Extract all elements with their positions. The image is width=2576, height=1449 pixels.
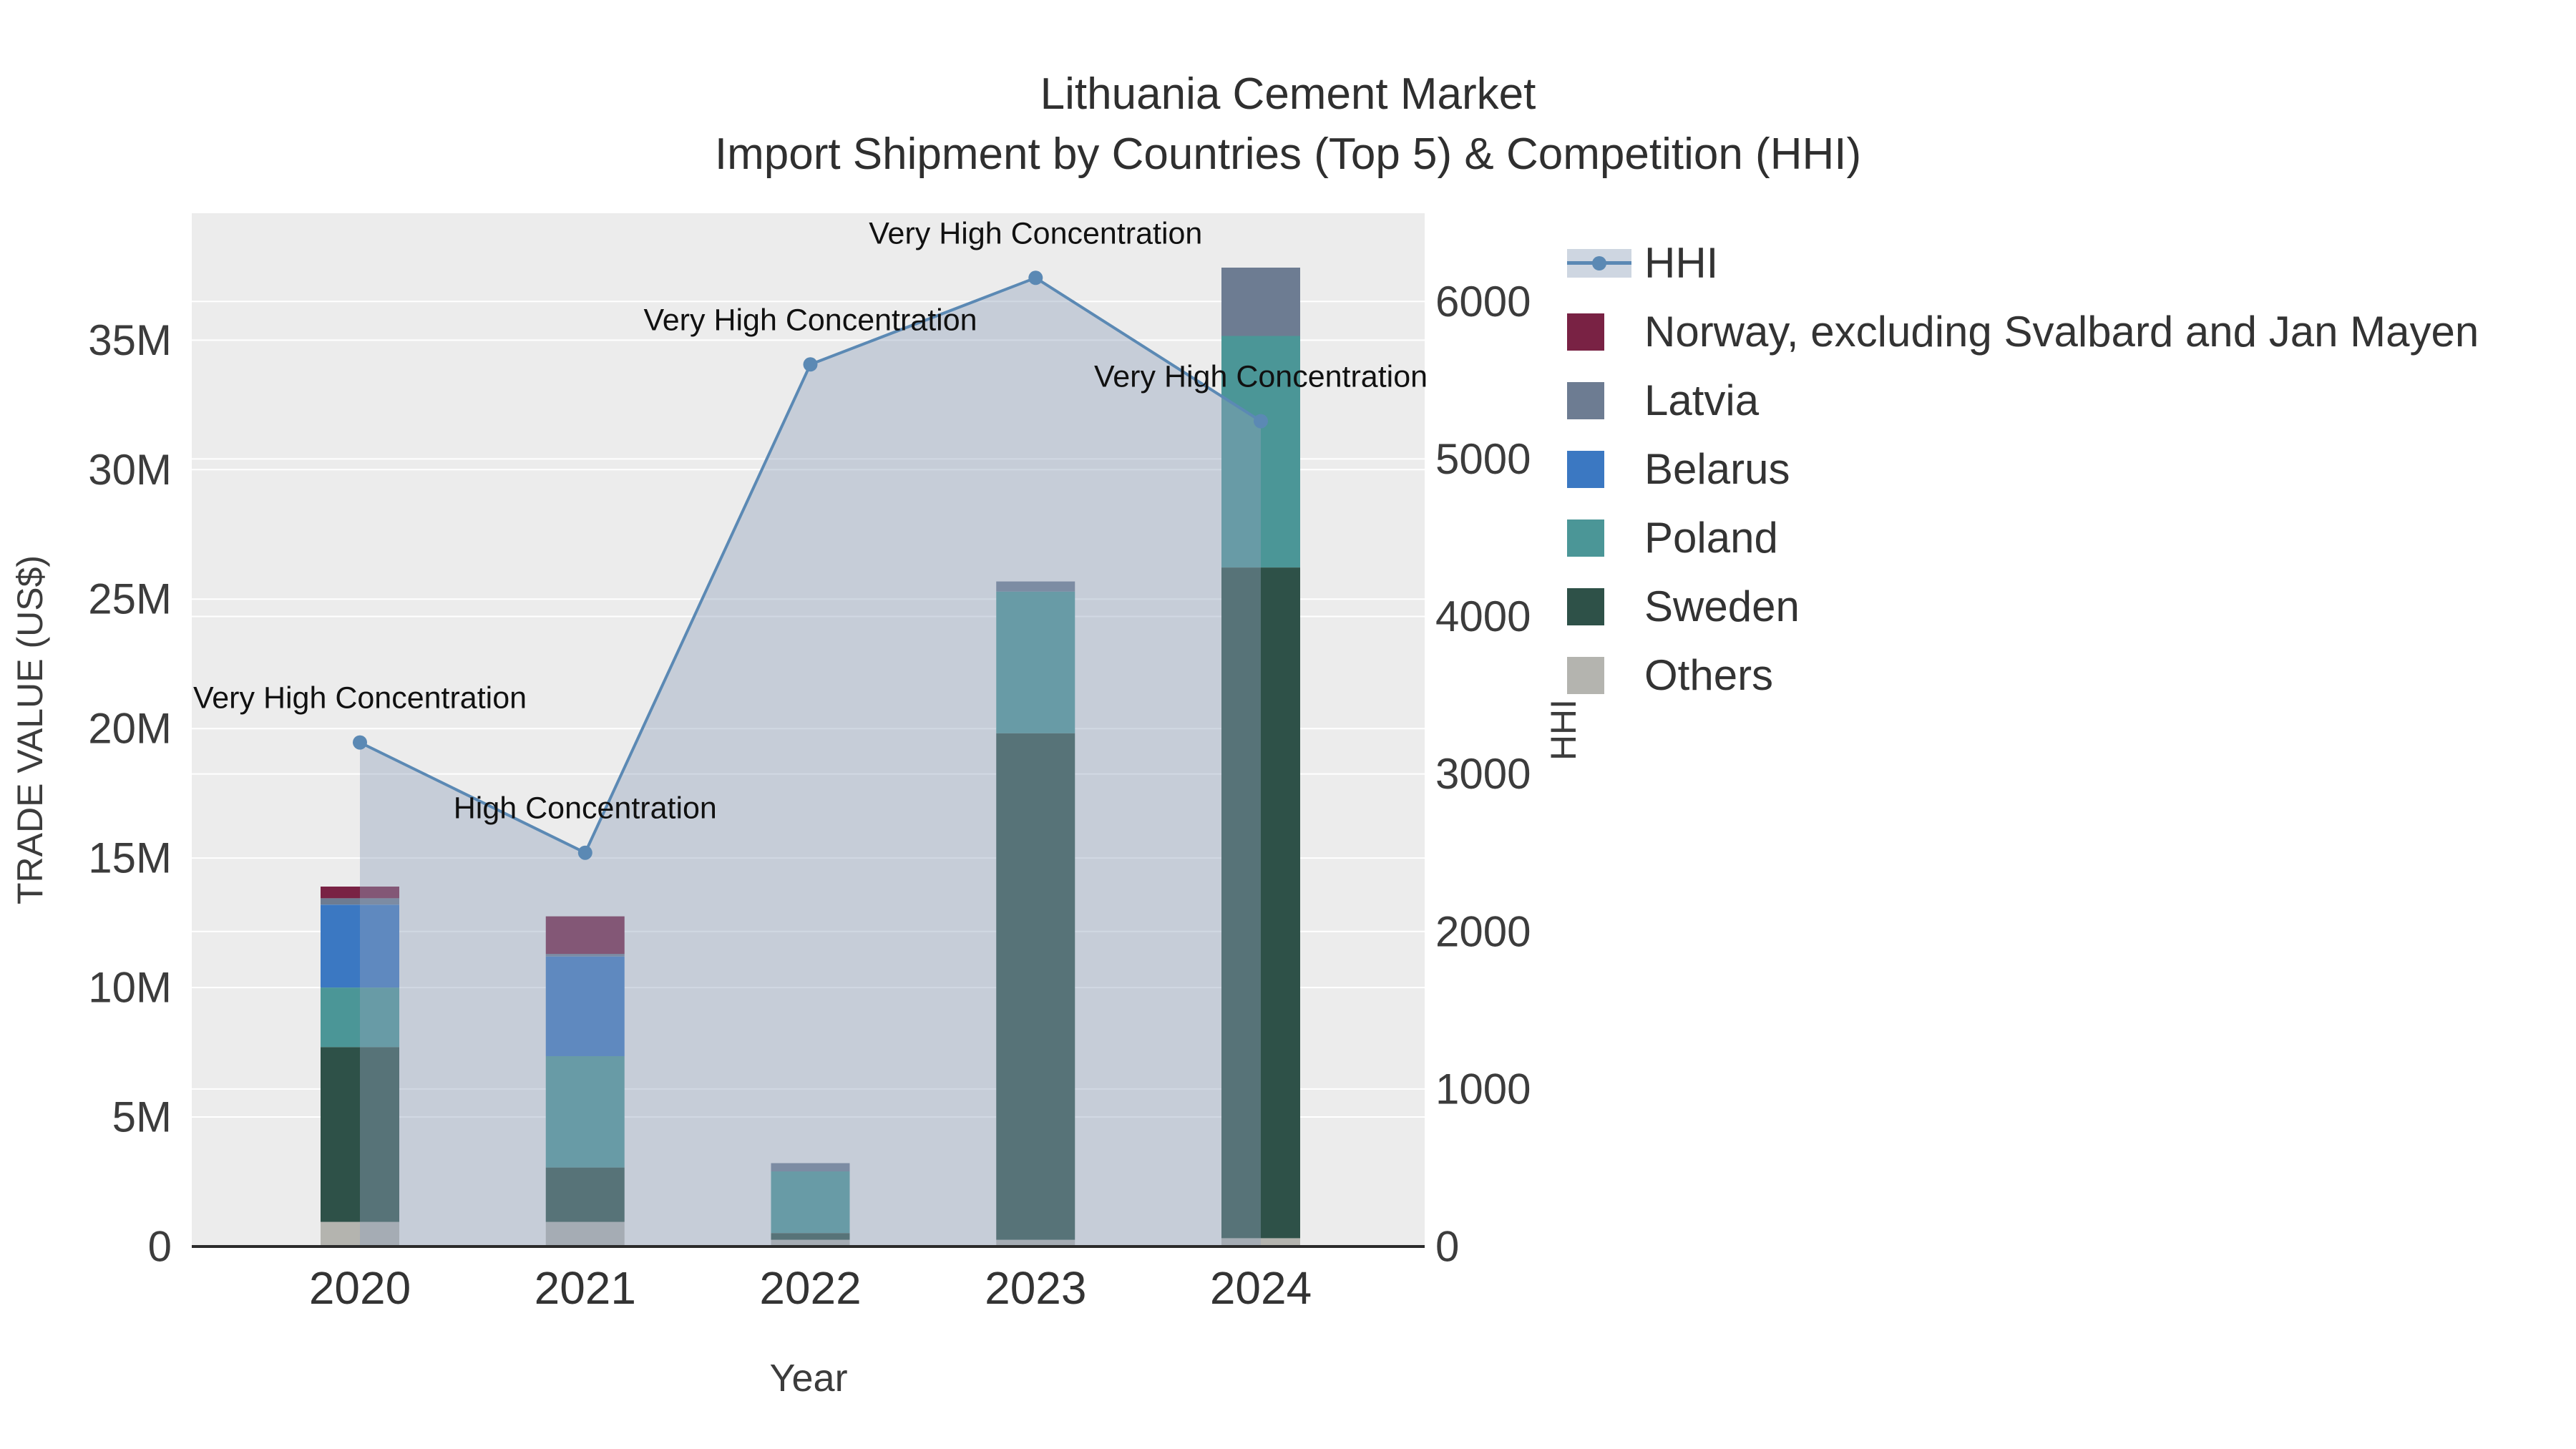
y-left-tick-15M: 15M — [88, 834, 172, 882]
bar-sweden-2022 — [771, 1233, 850, 1240]
y-right-tick-2000: 2000 — [1435, 907, 1531, 955]
bar-others-2023 — [996, 1239, 1075, 1246]
legend-label-norway: Norway, excluding Svalbard and Jan Mayen — [1644, 308, 2479, 356]
legend: HHI Norway, excluding Svalbard and Jan M… — [1567, 238, 2479, 718]
bar-belarus-2021 — [545, 956, 625, 1056]
bar-poland-2020 — [321, 987, 399, 1048]
y-left-tick-20M: 20M — [88, 705, 172, 753]
bar-sweden-2021 — [545, 1167, 625, 1222]
y-right-tick-1000: 1000 — [1435, 1065, 1531, 1113]
hhi-annotation-2024: Very High Concentration — [1094, 360, 1428, 394]
chart-title-line2: Import Shipment by Countries (Top 5) & C… — [714, 130, 1862, 179]
x-tick-2021: 2021 — [535, 1262, 636, 1314]
x-tick-2023: 2023 — [985, 1262, 1086, 1314]
y-right-tick-4000: 4000 — [1435, 592, 1531, 640]
bar-sweden-2023 — [996, 733, 1075, 1240]
bar-belarus-2020 — [321, 904, 399, 988]
bar-poland-2021 — [545, 1056, 625, 1168]
swatch-box — [1567, 656, 1631, 694]
y-left-tick-10M: 10M — [88, 964, 172, 1012]
legend-label-hhi: HHI — [1644, 239, 1719, 287]
legend-item-poland[interactable]: Poland — [1567, 512, 2479, 563]
hhi-annotation-2020: Very High Concentration — [193, 681, 527, 716]
y-left-tick-5M: 5M — [112, 1093, 172, 1141]
swatch-box — [1567, 587, 1631, 625]
legend-item-latvia[interactable]: Latvia — [1567, 375, 2479, 426]
swatch-box — [1567, 450, 1631, 488]
hhi-marker-2023 — [1028, 270, 1043, 286]
swatch-box — [1567, 519, 1631, 557]
bar-others-2024 — [1221, 1238, 1300, 1246]
bar-latvia-2024 — [1221, 268, 1300, 336]
y-right-tick-5000: 5000 — [1435, 435, 1531, 483]
bar-latvia-2022 — [771, 1163, 850, 1172]
others-color-swatch — [1567, 656, 1604, 694]
y-left-tick-25M: 25M — [88, 575, 172, 623]
y-right-tick-3000: 3000 — [1435, 750, 1531, 798]
y-left-tick-35M: 35M — [88, 316, 172, 364]
bar-latvia-2023 — [996, 581, 1075, 592]
legend-label-sweden: Sweden — [1644, 582, 1800, 630]
hhi-marker-2020 — [353, 735, 367, 750]
legend-item-belarus[interactable]: Belarus — [1567, 444, 2479, 494]
hhi-marker-2021 — [577, 845, 592, 860]
bar-poland-2022 — [771, 1171, 850, 1234]
bar-norway-excluding-svalbard-and-jan-mayen-2020 — [321, 887, 399, 899]
bar-latvia-2020 — [321, 898, 399, 905]
legend-item-hhi[interactable]: HHI — [1567, 238, 2479, 288]
legend-item-sweden[interactable]: Sweden — [1567, 581, 2479, 632]
hhi-line-swatch — [1567, 248, 1631, 278]
hhi-annotation-2021: High Concentration — [454, 791, 717, 826]
norway-color-swatch — [1567, 313, 1604, 351]
hhi-area — [360, 278, 1261, 1246]
hhi-marker-dot — [1592, 255, 1606, 270]
swatch-box — [1567, 381, 1631, 419]
y-right-tick-6000: 6000 — [1435, 278, 1531, 326]
belarus-color-swatch — [1567, 450, 1604, 488]
x-tick-2024: 2024 — [1210, 1262, 1312, 1314]
legend-item-others[interactable]: Others — [1567, 650, 2479, 701]
y-axis-title-left: TRADE VALUE (US$) — [10, 555, 50, 905]
legend-label-latvia: Latvia — [1644, 376, 1760, 424]
poland-color-swatch — [1567, 519, 1604, 557]
bar-latvia-2021 — [545, 954, 625, 957]
bar-others-2022 — [771, 1239, 850, 1246]
bar-norway-excluding-svalbard-and-jan-mayen-2021 — [545, 916, 625, 955]
x-axis-title: Year — [769, 1357, 848, 1400]
hhi-marker-2022 — [803, 357, 818, 372]
legend-label-poland: Poland — [1644, 514, 1778, 562]
hhi-marker-2024 — [1254, 414, 1268, 429]
bar-sweden-2024 — [1221, 567, 1300, 1239]
bar-sweden-2020 — [321, 1047, 399, 1222]
y-right-tick-0: 0 — [1435, 1223, 1459, 1271]
legend-label-belarus: Belarus — [1644, 445, 1790, 493]
chart-title: Lithuania Cement Market Import Shipment … — [0, 64, 2576, 185]
hhi-annotation-2023: Very High Concentration — [869, 216, 1202, 250]
bar-poland-2023 — [996, 591, 1075, 733]
latvia-color-swatch — [1567, 381, 1604, 419]
bar-others-2021 — [545, 1221, 625, 1246]
legend-label-others: Others — [1644, 651, 1774, 699]
swatch-box — [1567, 313, 1631, 351]
legend-item-norway[interactable]: Norway, excluding Svalbard and Jan Mayen — [1567, 306, 2479, 357]
hhi-annotation-2022: Very High Concentration — [643, 303, 977, 337]
y-left-tick-30M: 30M — [88, 446, 172, 494]
chart-title-line1: Lithuania Cement Market — [1040, 69, 1536, 119]
x-tick-2022: 2022 — [759, 1262, 861, 1314]
y-left-tick-0: 0 — [148, 1223, 172, 1271]
bar-others-2020 — [321, 1221, 399, 1246]
bar-poland-2024 — [1221, 336, 1300, 567]
sweden-color-swatch — [1567, 587, 1604, 625]
x-tick-2020: 2020 — [309, 1262, 411, 1314]
